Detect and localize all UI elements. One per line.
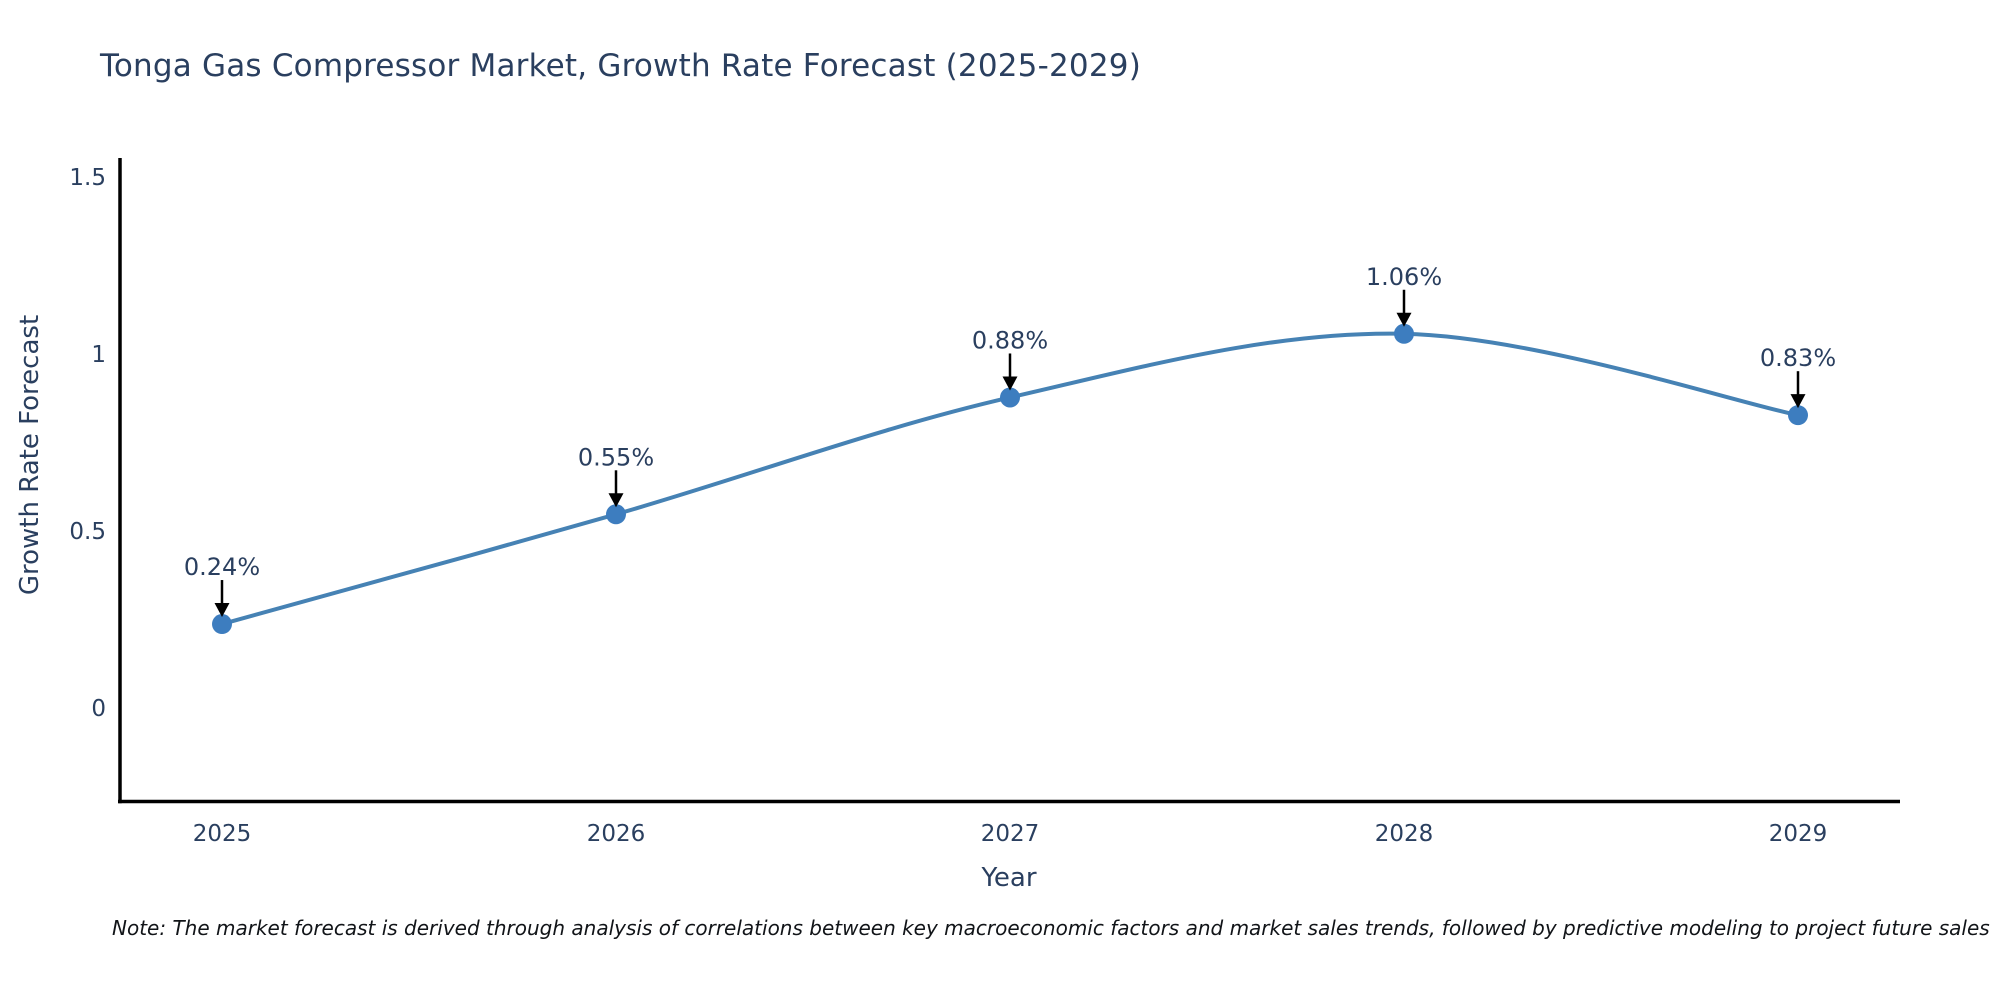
data-point-marker[interactable] bbox=[606, 504, 626, 525]
data-point-label: 0.88% bbox=[972, 326, 1048, 354]
footnote: Note: The market forecast is derived thr… bbox=[112, 916, 1990, 940]
data-point-label: 0.24% bbox=[184, 553, 260, 581]
data-point-marker[interactable] bbox=[1788, 405, 1808, 426]
x-tick-label: 2027 bbox=[981, 821, 1040, 847]
y-tick-label: 1.5 bbox=[69, 165, 106, 191]
annotation-arrowhead-icon bbox=[608, 493, 624, 508]
y-axis-title: Growth Rate Forecast bbox=[15, 315, 45, 595]
x-tick-label: 2029 bbox=[1769, 821, 1828, 847]
data-point-marker[interactable] bbox=[1000, 387, 1020, 408]
chart-title: Tonga Gas Compressor Market, Growth Rate… bbox=[100, 48, 1141, 84]
y-tick-label: 0 bbox=[91, 696, 106, 722]
y-tick-label: 1 bbox=[91, 342, 106, 368]
annotation-arrowhead-icon bbox=[1790, 394, 1806, 409]
x-tick-label: 2026 bbox=[587, 821, 646, 847]
x-tick-label: 2028 bbox=[1375, 821, 1434, 847]
data-point-label: 1.06% bbox=[1366, 263, 1442, 291]
annotation-arrowhead-icon bbox=[214, 603, 230, 618]
data-point-marker[interactable] bbox=[1394, 323, 1414, 344]
annotation-arrowhead-icon bbox=[1002, 376, 1018, 391]
data-point-label: 0.83% bbox=[1760, 344, 1836, 372]
x-tick-label: 2025 bbox=[193, 821, 252, 847]
x-axis-title: Year bbox=[980, 863, 1036, 893]
annotation-arrowhead-icon bbox=[1396, 312, 1412, 327]
y-tick-label: 0.5 bbox=[69, 519, 106, 545]
data-point-marker[interactable] bbox=[212, 614, 232, 635]
data-point-label: 0.55% bbox=[578, 443, 654, 471]
